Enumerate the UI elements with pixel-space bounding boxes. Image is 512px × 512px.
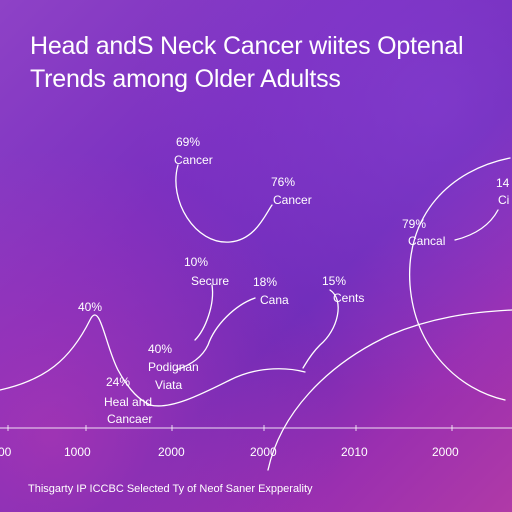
x-tick-label: 2000 [250,445,277,459]
x-tick-label: 2010 [341,445,368,459]
annotation-label: Heal and [104,395,152,409]
annotation-label: Cancer [273,193,312,207]
annotation-value: 14 [496,176,510,190]
series-curve-cana [175,297,256,371]
annotation-label: Secure [191,274,229,288]
annotation-label: Cancal [408,234,445,248]
series-curve-left-peak [0,314,151,406]
curves [0,157,512,471]
series-curve-cancal [454,209,499,241]
series-curve-tail [149,368,306,407]
annotation-value: 40% [78,300,102,314]
title-line-1: Head andS Neck Cancer wiites Optenal [30,32,464,60]
series-curve-rising [267,309,512,471]
x-tick-marks [7,425,453,431]
series-curve-cancer-dip [175,164,273,243]
chart-title: Head andS Neck Cancer wiites Optenal Tre… [30,30,464,96]
annotation-value: 69% [176,135,200,149]
annotation-value: 18% [253,275,277,289]
annotation-label: Ci [498,193,509,207]
annotation-value: 76% [271,175,295,189]
annotation-value: 40% [148,342,172,356]
annotation-value: 10% [184,255,208,269]
annotation-label: Viata [155,378,182,392]
x-tick-labels: 00 1000 2000 2000 2010 2000 [0,445,459,459]
series-curve-secure [194,284,214,341]
title-line-2: Trends among Older Adultss [30,65,341,93]
chart-caption: Thisgarty IP ICCBC Selected Ty of Neof S… [28,483,313,495]
x-tick-label: 00 [0,445,12,459]
series-curve-cents [302,289,339,369]
annotation-label: Cancaer [107,412,152,426]
x-tick-label: 2000 [432,445,459,459]
annotation-label: Cancer [174,153,213,167]
annotation-label: Cents [333,291,364,305]
annotations: 69% Cancer 76% Cancer 10% Secure 18% Can… [78,135,510,426]
annotation-value: 24% [106,375,130,389]
x-tick-label: 1000 [64,445,91,459]
annotation-label: Cana [260,293,289,307]
annotation-value: 79% [402,217,426,231]
x-tick-label: 2000 [158,445,185,459]
series-curve-large-arc [409,157,511,401]
annotation-label: Podignan [148,360,199,374]
annotation-value: 15% [322,274,346,288]
